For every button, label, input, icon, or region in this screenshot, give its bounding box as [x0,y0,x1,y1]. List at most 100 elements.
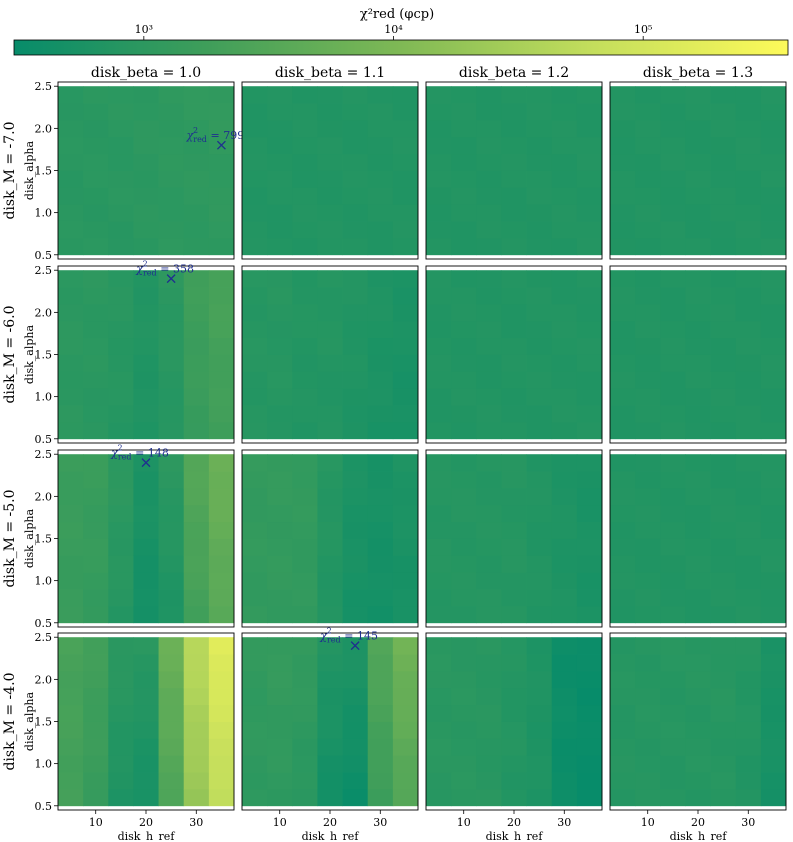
heatmap-cell [317,204,343,222]
y-tick-label: 1.5 [35,533,53,546]
heatmap-cell [158,755,185,773]
heatmap-cell [501,738,527,756]
heatmap-cell [685,204,711,222]
heatmap-cell [108,772,134,790]
heatmap-cell [426,589,452,607]
heatmap-cell [551,320,578,339]
heatmap-cell [576,103,603,121]
heatmap-cell [760,119,787,138]
heatmap-cell [58,471,84,489]
heatmap-cell [551,221,578,239]
heatmap-cell [367,605,394,624]
heatmap-cell [526,170,553,188]
heatmap-cell [551,421,578,440]
heatmap-cell [317,538,343,556]
heatmap-panel: 10 20 30 disk_h_ref χred2 = 145 [241,627,419,842]
heatmap-cell [760,337,787,355]
heatmap-cell [635,221,661,239]
heatmap-cell [208,354,235,372]
heatmap-cell [367,303,394,322]
heatmap-cell [501,704,527,722]
heatmap-cell [476,504,502,523]
heatmap-cell [451,421,477,440]
heatmap-cell [735,454,762,472]
y-tick-label: 2.0 [35,673,53,686]
heatmap-cell [476,388,502,406]
heatmap-cell [342,337,369,355]
heatmap-cell [208,153,235,171]
heatmap-cell [342,654,369,672]
heatmap-cell [576,721,603,739]
heatmap-cell [58,405,84,423]
heatmap-cell [735,755,762,773]
heatmap-cell [526,772,553,790]
heatmap-cell [83,320,109,339]
heatmap-cell [760,555,787,573]
heatmap-cell [476,687,502,706]
heatmap-cell [158,354,185,372]
heatmap-cell [660,421,686,440]
heatmap-cell [710,187,737,205]
heatmap-cell [83,86,109,104]
heatmap-cell [392,287,419,305]
heatmap-cell [183,772,210,790]
heatmap-cell [685,303,711,322]
heatmap-cell [660,738,686,756]
heatmap-cell [710,421,737,440]
heatmap-cell [242,454,268,472]
heatmap-cell [183,471,210,489]
x-axis-label: disk_h_ref [670,830,728,842]
heatmap-cell [267,337,293,355]
heatmap-cell [660,320,686,339]
heatmap-cell [108,270,134,288]
heatmap-cell [426,170,452,188]
colorbar-tick-label: 10⁵ [634,23,652,36]
heatmap-cell [576,572,603,590]
heatmap-cell [710,405,737,423]
heatmap-cell [735,303,762,322]
heatmap-cell [367,270,394,288]
heatmap-cell [108,572,134,590]
heatmap-cell [342,388,369,406]
heatmap-cell [133,704,159,722]
heatmap-cell [317,605,343,624]
heatmap-cell [426,287,452,305]
heatmap-cell [501,221,527,239]
heatmap-cell [267,187,293,205]
heatmap-cell [551,354,578,372]
heatmap-cell [108,738,134,756]
heatmap-cell [83,103,109,121]
heatmap-cell [660,471,686,489]
heatmap-cell [685,221,711,239]
heatmap-cell [58,270,84,288]
heatmap-cell [158,654,185,672]
heatmap-cell [501,589,527,607]
heatmap-cell [367,454,394,472]
heatmap-cell [735,788,762,807]
heatmap-cell [342,204,369,222]
heatmap-cell [108,204,134,222]
heatmap-cell [610,270,636,288]
heatmap-cell [58,521,84,539]
heatmap-cell [58,654,84,672]
heatmap-cell [610,755,636,773]
heatmap-cell [610,371,636,389]
heatmap-panel [241,449,419,628]
heatmap-cell [551,454,578,472]
heatmap-cell [317,221,343,239]
heatmap-cell [83,354,109,372]
heatmap-cell [685,670,711,689]
heatmap-cell [660,704,686,722]
heatmap-cell [58,589,84,607]
heatmap-cell [242,687,268,706]
y-tick-label: 2.5 [35,448,53,461]
heatmap-cell [158,589,185,607]
heatmap-cell [158,704,185,722]
y-tick-label: 1.0 [35,207,53,220]
heatmap-cell [526,670,553,689]
heatmap-cell [660,119,686,138]
heatmap-cell [367,405,394,423]
heatmap-cell [610,471,636,489]
heatmap-cell [635,405,661,423]
heatmap-cell [610,504,636,523]
